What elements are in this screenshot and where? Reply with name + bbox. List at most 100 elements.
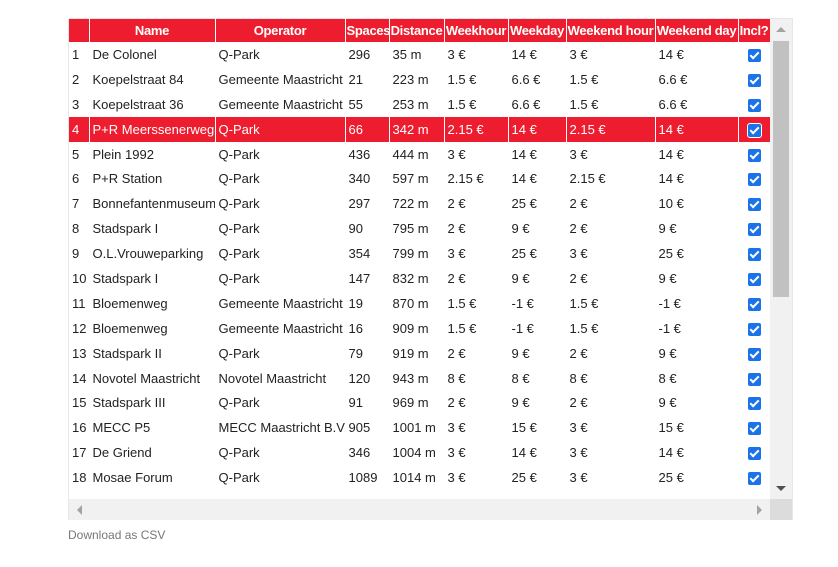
col-header-weekhour[interactable]: Weekhour (444, 19, 509, 42)
cell-distance[interactable]: 832 m (389, 266, 445, 291)
cell-weekday[interactable]: 25 € (508, 241, 567, 267)
cell-distance[interactable]: 1001 m (389, 415, 445, 441)
col-header-weekday[interactable]: Weekday (508, 19, 567, 42)
cell-weekday[interactable]: 6.6 € (508, 91, 567, 117)
cell-weekhour[interactable]: 1.5 € (444, 290, 509, 316)
cell-weekday[interactable]: 15 € (508, 415, 567, 441)
cell-operator[interactable]: Q-Park (215, 465, 346, 491)
cell-weekend-day[interactable]: 10 € (655, 191, 739, 217)
cell-weekend-hour[interactable]: 1.5 € (566, 91, 656, 117)
cell-weekend-day[interactable]: 14 € (655, 116, 739, 142)
cell-weekday[interactable]: 9 € (508, 266, 567, 291)
cell-distance[interactable]: 223 m (389, 66, 445, 92)
cell-weekday[interactable]: 14 € (508, 116, 567, 142)
cell-operator[interactable]: Q-Park (215, 216, 346, 242)
cell-spaces[interactable]: 91 (345, 390, 390, 416)
col-header-index[interactable] (69, 19, 90, 42)
cell-distance[interactable]: 722 m (389, 191, 445, 217)
cell-weekday[interactable]: 25 € (508, 191, 567, 217)
cell-weekend-hour[interactable]: 2 € (566, 340, 656, 366)
included-checkbox[interactable] (747, 48, 761, 62)
included-checkbox[interactable] (747, 472, 761, 486)
cell-weekend-hour[interactable]: 2.15 € (566, 116, 656, 142)
cell-weekday[interactable]: -1 € (508, 290, 567, 316)
row-index[interactable]: 5 (69, 141, 90, 167)
included-checkbox[interactable] (747, 397, 761, 411)
cell-spaces[interactable]: 354 (345, 241, 390, 267)
row-index[interactable]: 16 (69, 415, 90, 441)
cell-weekhour[interactable]: 3 € (444, 42, 509, 67)
scroll-left-arrow-icon[interactable] (77, 505, 82, 515)
cell-operator[interactable]: Gemeente Maastricht (215, 290, 346, 316)
cell-weekend-hour[interactable]: 3 € (566, 440, 656, 466)
cell-spaces[interactable]: 1089 (345, 465, 390, 491)
cell-weekend-hour[interactable]: 8 € (566, 365, 656, 391)
cell-name[interactable]: Bloemenweg (89, 315, 216, 341)
cell-weekend-hour[interactable]: 3 € (566, 241, 656, 267)
row-index[interactable]: 7 (69, 191, 90, 217)
cell-weekhour[interactable]: 2 € (444, 216, 509, 242)
cell-name[interactable]: Stadspark I (89, 216, 216, 242)
cell-operator[interactable]: Gemeente Maastricht (215, 91, 346, 117)
included-checkbox[interactable] (747, 422, 761, 436)
cell-spaces[interactable]: 296 (345, 42, 390, 67)
cell-name[interactable]: De Colonel (89, 42, 216, 67)
cell-name[interactable]: Stadspark III (89, 390, 216, 416)
table-row[interactable]: 3 Koepelstraat 36 Gemeente Maastricht 55 253… (69, 91, 770, 117)
col-header-weekend-hour[interactable]: Weekend hour (566, 19, 656, 42)
cell-weekend-day[interactable]: -1 € (655, 315, 739, 341)
cell-weekend-day[interactable]: 6.6 € (655, 91, 739, 117)
cell-name[interactable]: Bonnefantenmuseum (89, 191, 216, 217)
cell-weekday[interactable]: 14 € (508, 42, 567, 67)
cell-weekend-hour[interactable]: 3 € (566, 415, 656, 441)
download-csv-link[interactable]: Download as CSV (68, 528, 166, 542)
cell-distance[interactable]: 919 m (389, 340, 445, 366)
cell-spaces[interactable]: 436 (345, 141, 390, 167)
cell-operator[interactable]: Q-Park (215, 266, 346, 291)
row-index[interactable]: 6 (69, 166, 90, 192)
cell-weekhour[interactable]: 1.5 € (444, 91, 509, 117)
cell-weekhour[interactable]: 2.15 € (444, 116, 509, 142)
cell-distance[interactable]: 909 m (389, 315, 445, 341)
included-checkbox[interactable] (747, 372, 761, 386)
cell-distance[interactable]: 943 m (389, 365, 445, 391)
row-index[interactable]: 9 (69, 241, 90, 267)
col-header-operator[interactable]: Operator (215, 19, 346, 42)
cell-distance[interactable]: 35 m (389, 42, 445, 67)
cell-name[interactable]: Novotel Maastricht (89, 365, 216, 391)
cell-distance[interactable]: 444 m (389, 141, 445, 167)
col-header-distance[interactable]: Distance (389, 19, 445, 42)
cell-distance[interactable]: 1014 m (389, 465, 445, 491)
cell-weekhour[interactable]: 3 € (444, 465, 509, 491)
cell-weekend-hour[interactable]: 1.5 € (566, 290, 656, 316)
row-index[interactable]: 3 (69, 91, 90, 117)
table-row[interactable]: 6 P+R Station Q-Park 340 597 m 2.15 €14 €2.15… (69, 166, 770, 192)
cell-weekend-day[interactable]: 8 € (655, 365, 739, 391)
cell-weekhour[interactable]: 2.15 € (444, 166, 509, 192)
cell-distance[interactable]: 253 m (389, 91, 445, 117)
cell-weekday[interactable]: 25 € (508, 465, 567, 491)
col-header-name[interactable]: Name (89, 19, 216, 42)
cell-operator[interactable]: Q-Park (215, 42, 346, 67)
vertical-scrollbar[interactable] (770, 19, 792, 499)
cell-weekend-day[interactable]: 9 € (655, 266, 739, 291)
cell-operator[interactable]: Gemeente Maastricht (215, 315, 346, 341)
cell-distance[interactable]: 1004 m (389, 440, 445, 466)
cell-weekend-day[interactable]: 9 € (655, 390, 739, 416)
cell-name[interactable]: O.L.Vrouweparking (89, 241, 216, 267)
cell-weekend-day[interactable]: 14 € (655, 166, 739, 192)
included-checkbox[interactable] (747, 272, 761, 286)
col-header-weekend-day[interactable]: Weekend day (655, 19, 739, 42)
cell-weekday[interactable]: 14 € (508, 141, 567, 167)
cell-weekend-day[interactable]: 9 € (655, 216, 739, 242)
included-checkbox[interactable] (747, 322, 761, 336)
scroll-up-arrow-icon[interactable] (776, 27, 786, 32)
cell-name[interactable]: P+R Station (89, 166, 216, 192)
cell-weekhour[interactable]: 8 € (444, 365, 509, 391)
vertical-scroll-thumb[interactable] (773, 41, 789, 297)
cell-weekend-hour[interactable]: 3 € (566, 141, 656, 167)
cell-operator[interactable]: Q-Park (215, 241, 346, 267)
